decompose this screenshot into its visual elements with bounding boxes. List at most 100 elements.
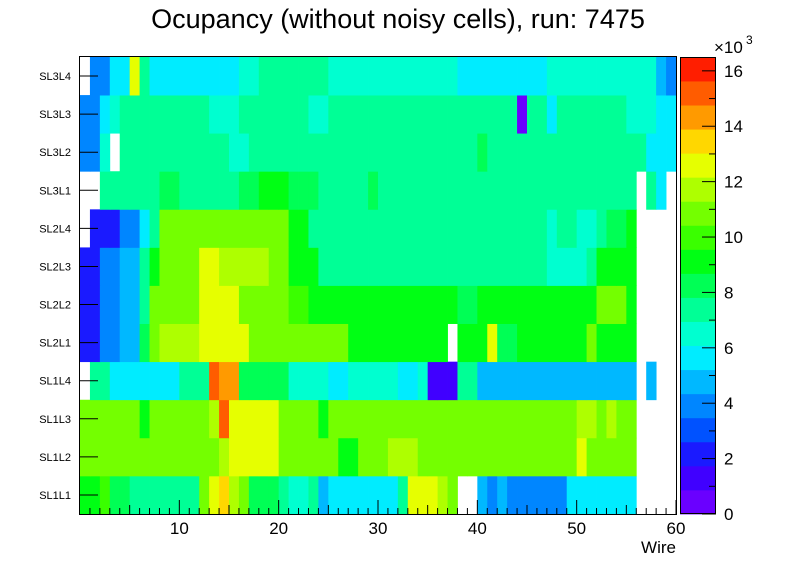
- heatmap-cell: [268, 285, 280, 324]
- heatmap-cell: [417, 437, 429, 477]
- heatmap-cell: [437, 209, 448, 248]
- heatmap-cell: [258, 209, 270, 248]
- heatmap-cell: [318, 361, 329, 401]
- heatmap-cell: [487, 399, 498, 439]
- heatmap-cell: [596, 437, 607, 477]
- heatmap-cell: [238, 209, 250, 248]
- heatmap-cell: [159, 209, 170, 248]
- heatmap-cell: [328, 171, 339, 210]
- heatmap-cell: [298, 475, 309, 515]
- heatmap-cell: [308, 209, 319, 248]
- heatmap-cell: [477, 361, 488, 401]
- colorbar-tick-label: 2: [724, 450, 733, 469]
- heatmap-cell: [149, 133, 160, 172]
- heatmap-cell: [556, 437, 568, 477]
- heatmap-cell: [378, 361, 389, 401]
- heatmap-cell: [338, 57, 349, 96]
- colorbar-segment: [680, 297, 716, 322]
- heatmap-cell: [656, 95, 667, 134]
- colorbar-frame: [680, 57, 716, 514]
- heatmap-cell: [348, 323, 359, 363]
- heatmap-cell: [109, 361, 121, 401]
- heatmap-cell: [576, 399, 587, 439]
- heatmap-cell: [219, 361, 230, 401]
- heatmap-cell: [586, 247, 597, 286]
- heatmap-cell: [536, 209, 548, 248]
- heatmap-cell: [169, 475, 180, 515]
- heatmap-cell: [437, 361, 448, 401]
- heatmap-cell: [219, 57, 230, 96]
- colorbar-segment: [680, 129, 716, 154]
- heatmap-cell: [189, 171, 200, 210]
- colorbar-segment: [680, 201, 716, 226]
- colorbar-segment: [680, 153, 716, 178]
- heatmap-cell: [189, 361, 200, 401]
- heatmap-cell: [99, 285, 111, 324]
- heatmap-cell: [129, 95, 140, 134]
- heatmap-cell: [238, 285, 250, 324]
- heatmap-cell: [99, 437, 111, 477]
- heatmap-cell: [378, 247, 389, 286]
- heatmap-cell: [209, 399, 220, 439]
- heatmap-cell: [308, 437, 319, 477]
- heatmap-cell: [517, 361, 528, 401]
- heatmap-cell: [536, 361, 548, 401]
- heatmap-cell: [397, 361, 409, 401]
- heatmap-cell: [606, 57, 617, 96]
- heatmap-cell: [586, 95, 597, 134]
- heatmap-cell: [507, 57, 518, 96]
- heatmap-cell: [288, 247, 299, 286]
- heatmap-cell: [189, 399, 200, 439]
- heatmap-cell: [288, 171, 299, 210]
- heatmap-cell: [209, 95, 220, 134]
- heatmap-cell: [348, 285, 359, 324]
- heatmap-cell: [99, 171, 111, 210]
- heatmap-cell: [437, 285, 448, 324]
- heatmap-cell: [546, 475, 558, 515]
- heatmap-cell: [497, 133, 508, 172]
- heatmap-cell: [119, 171, 131, 210]
- heatmap-cell: [606, 399, 617, 439]
- heatmap-cell: [626, 399, 637, 439]
- heatmap-cell: [527, 95, 538, 134]
- heatmap-cell: [586, 475, 597, 515]
- heatmap-cell: [517, 285, 528, 324]
- heatmap-cell: [546, 437, 558, 477]
- heatmap-cell: [378, 399, 389, 439]
- heatmap-cell: [109, 399, 121, 439]
- heatmap-cell: [536, 171, 548, 210]
- heatmap-cell: [586, 57, 597, 96]
- heatmap-cell: [129, 361, 140, 401]
- heatmap-cell: [527, 171, 538, 210]
- x-axis-label: Wire: [641, 538, 676, 557]
- heatmap-cell: [417, 209, 429, 248]
- heatmap-cell: [407, 475, 419, 515]
- heatmap-cell: [318, 399, 329, 439]
- heatmap-cell: [348, 247, 359, 286]
- heatmap-cell: [527, 209, 538, 248]
- heatmap-cell: [229, 361, 240, 401]
- heatmap-cell: [119, 209, 131, 248]
- heatmap-cell: [119, 399, 131, 439]
- heatmap-cell: [109, 171, 121, 210]
- x-tick-label: 30: [369, 519, 388, 538]
- heatmap-cell: [666, 57, 677, 96]
- heatmap-cell: [149, 247, 160, 286]
- heatmap-cell: [248, 323, 260, 363]
- heatmap-cell: [159, 475, 170, 515]
- heatmap-cell: [139, 437, 150, 477]
- heatmap-cell: [517, 95, 528, 134]
- heatmap-cell: [546, 171, 558, 210]
- heatmap-cell: [517, 399, 528, 439]
- heatmap-cell: [487, 437, 498, 477]
- x-axis: 10 20 30 40 50 60: [89, 500, 685, 538]
- heatmap-cell: [566, 171, 578, 210]
- heatmap-cell: [447, 361, 458, 401]
- heatmap-cell: [467, 247, 478, 286]
- heatmap-cell: [268, 247, 280, 286]
- heatmap-cell: [298, 361, 309, 401]
- x-tick-label: 50: [567, 519, 586, 538]
- heatmap-cell: [368, 285, 379, 324]
- heatmap-cell: [457, 133, 468, 172]
